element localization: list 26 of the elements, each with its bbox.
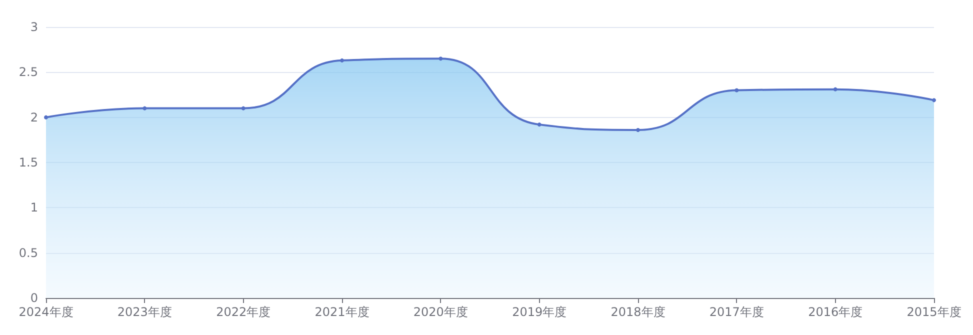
point: [932, 98, 936, 102]
y-tick-label: 3: [30, 20, 38, 34]
y-tick-label: 0.5: [18, 246, 38, 260]
x-tick-label: 2023年度: [117, 305, 172, 319]
x-tick-label: 2017年度: [709, 305, 764, 319]
point: [340, 58, 344, 62]
point: [833, 87, 838, 92]
point: [44, 115, 48, 120]
x-tick-label: 2022年度: [216, 305, 271, 319]
y-tick-label: 1.5: [18, 156, 38, 170]
y-tick-label: 2: [30, 110, 38, 124]
x-tick-label: 2021年度: [314, 305, 370, 319]
y-tick-label: 2.5: [18, 65, 38, 80]
x-tick-label: 2018年度: [610, 305, 666, 319]
point: [438, 56, 443, 61]
y-tick-label: 1: [30, 200, 38, 215]
point: [142, 106, 147, 110]
x-tick-label: 2019年度: [512, 305, 567, 319]
x-tick-label: 2024年度: [18, 305, 74, 319]
point: [734, 88, 739, 92]
point: [241, 106, 246, 110]
x-tick-label: 2016年度: [808, 305, 863, 319]
point: [537, 122, 542, 127]
x-tick-label: 2020年度: [413, 305, 468, 319]
y-tick-label: 0: [30, 291, 38, 305]
x-tick-label: 2015年度: [906, 305, 962, 319]
